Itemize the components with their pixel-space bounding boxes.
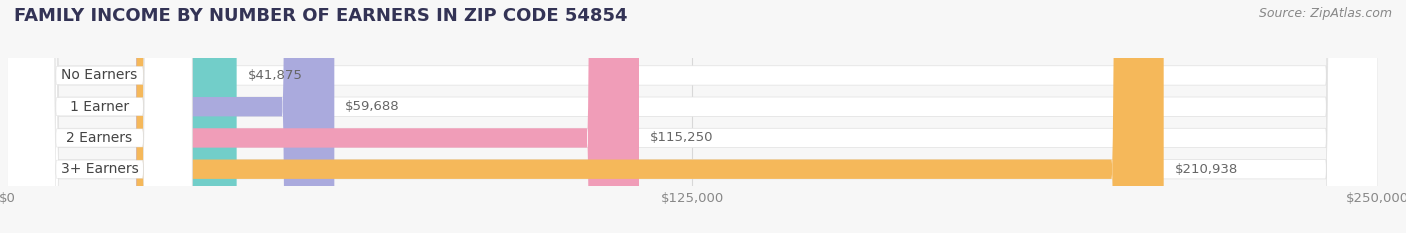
Text: No Earners: No Earners xyxy=(62,69,138,82)
FancyBboxPatch shape xyxy=(7,0,193,233)
FancyBboxPatch shape xyxy=(7,0,1378,233)
Text: 3+ Earners: 3+ Earners xyxy=(60,162,138,176)
Text: 1 Earner: 1 Earner xyxy=(70,100,129,114)
FancyBboxPatch shape xyxy=(7,0,1378,233)
Text: $59,688: $59,688 xyxy=(346,100,399,113)
FancyBboxPatch shape xyxy=(7,0,193,233)
FancyBboxPatch shape xyxy=(136,0,638,233)
FancyBboxPatch shape xyxy=(136,0,1164,233)
Text: FAMILY INCOME BY NUMBER OF EARNERS IN ZIP CODE 54854: FAMILY INCOME BY NUMBER OF EARNERS IN ZI… xyxy=(14,7,627,25)
Text: $41,875: $41,875 xyxy=(247,69,302,82)
FancyBboxPatch shape xyxy=(7,0,193,233)
Text: $115,250: $115,250 xyxy=(650,131,713,144)
FancyBboxPatch shape xyxy=(136,0,335,233)
Text: $210,938: $210,938 xyxy=(1174,163,1237,176)
FancyBboxPatch shape xyxy=(7,0,1378,233)
FancyBboxPatch shape xyxy=(7,0,1378,233)
Text: Source: ZipAtlas.com: Source: ZipAtlas.com xyxy=(1258,7,1392,20)
FancyBboxPatch shape xyxy=(7,0,193,233)
FancyBboxPatch shape xyxy=(136,0,236,233)
Text: 2 Earners: 2 Earners xyxy=(66,131,132,145)
